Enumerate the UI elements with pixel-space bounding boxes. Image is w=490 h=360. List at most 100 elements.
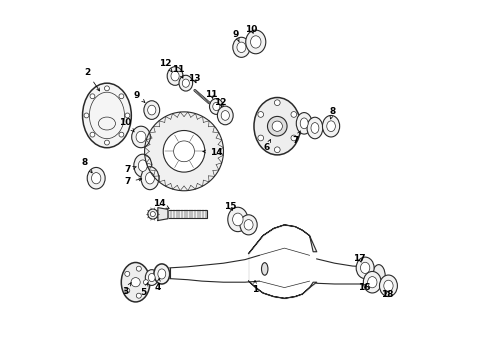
Text: 7: 7 <box>124 177 142 186</box>
Ellipse shape <box>322 116 340 137</box>
Circle shape <box>119 132 124 137</box>
Ellipse shape <box>210 99 223 114</box>
Circle shape <box>145 112 223 191</box>
Ellipse shape <box>307 117 323 139</box>
Ellipse shape <box>182 79 189 87</box>
Text: 9: 9 <box>232 30 239 41</box>
Ellipse shape <box>122 262 150 302</box>
Text: 7: 7 <box>124 166 136 175</box>
Ellipse shape <box>138 160 147 171</box>
Circle shape <box>274 100 280 105</box>
Ellipse shape <box>254 98 300 155</box>
Ellipse shape <box>141 167 159 190</box>
Text: 13: 13 <box>188 75 200 84</box>
Ellipse shape <box>171 71 179 81</box>
Circle shape <box>125 113 130 118</box>
Ellipse shape <box>167 67 183 85</box>
Circle shape <box>274 147 280 153</box>
Ellipse shape <box>132 126 150 148</box>
Ellipse shape <box>218 106 233 125</box>
Ellipse shape <box>87 167 105 189</box>
Text: 11: 11 <box>205 90 218 99</box>
Circle shape <box>148 209 158 219</box>
Ellipse shape <box>372 265 385 288</box>
Text: 4: 4 <box>155 278 161 292</box>
Circle shape <box>84 113 89 118</box>
Ellipse shape <box>136 131 146 143</box>
Ellipse shape <box>158 269 166 279</box>
Text: 7: 7 <box>292 131 300 145</box>
Ellipse shape <box>92 172 101 184</box>
Ellipse shape <box>148 274 155 282</box>
Circle shape <box>119 94 124 99</box>
Ellipse shape <box>245 30 266 54</box>
Ellipse shape <box>82 83 131 148</box>
Circle shape <box>163 131 205 172</box>
Circle shape <box>125 271 130 276</box>
Text: 5: 5 <box>141 283 148 297</box>
Ellipse shape <box>213 102 220 111</box>
Text: 11: 11 <box>172 65 185 78</box>
Ellipse shape <box>146 172 154 184</box>
Text: 9: 9 <box>133 90 145 102</box>
Ellipse shape <box>311 123 319 134</box>
Ellipse shape <box>147 105 156 115</box>
Text: 10: 10 <box>245 25 258 34</box>
Text: 2: 2 <box>84 68 99 91</box>
Circle shape <box>258 112 264 117</box>
Ellipse shape <box>144 101 160 120</box>
Ellipse shape <box>262 263 268 275</box>
Bar <box>168 210 207 219</box>
Circle shape <box>291 112 297 117</box>
Text: 14: 14 <box>153 199 169 208</box>
Circle shape <box>150 212 155 217</box>
Text: 16: 16 <box>358 283 370 292</box>
Circle shape <box>131 278 140 287</box>
Circle shape <box>90 132 95 137</box>
Text: 12: 12 <box>159 59 172 72</box>
Ellipse shape <box>146 270 158 285</box>
Circle shape <box>272 121 282 131</box>
Ellipse shape <box>356 257 374 279</box>
Ellipse shape <box>134 154 152 177</box>
Ellipse shape <box>250 36 261 48</box>
Circle shape <box>104 86 109 91</box>
Text: 8: 8 <box>330 107 336 119</box>
Ellipse shape <box>384 280 393 291</box>
Text: 14: 14 <box>203 148 222 157</box>
Ellipse shape <box>179 75 193 91</box>
Text: 1: 1 <box>252 280 258 294</box>
Circle shape <box>90 94 95 99</box>
Text: 8: 8 <box>81 158 92 173</box>
Circle shape <box>136 293 141 298</box>
Ellipse shape <box>240 215 257 235</box>
Text: 15: 15 <box>224 202 236 211</box>
Ellipse shape <box>364 271 381 293</box>
Circle shape <box>268 116 287 136</box>
Circle shape <box>125 288 130 293</box>
Ellipse shape <box>221 111 229 120</box>
Circle shape <box>258 135 264 141</box>
Ellipse shape <box>379 275 397 297</box>
Circle shape <box>136 266 141 271</box>
Text: 12: 12 <box>214 98 227 107</box>
Circle shape <box>291 135 297 141</box>
Text: 10: 10 <box>120 118 134 132</box>
Ellipse shape <box>368 276 377 288</box>
Ellipse shape <box>300 118 308 129</box>
Ellipse shape <box>154 264 170 284</box>
Circle shape <box>104 140 109 145</box>
Text: 18: 18 <box>382 289 394 298</box>
Text: 6: 6 <box>264 140 270 152</box>
Ellipse shape <box>327 121 335 132</box>
Text: 17: 17 <box>353 255 366 264</box>
Ellipse shape <box>244 220 253 230</box>
Circle shape <box>144 280 148 285</box>
Ellipse shape <box>233 37 250 57</box>
Ellipse shape <box>233 213 243 226</box>
Text: 3: 3 <box>122 282 131 296</box>
Polygon shape <box>158 208 168 221</box>
Ellipse shape <box>228 207 248 231</box>
Ellipse shape <box>237 42 246 53</box>
Ellipse shape <box>361 262 370 274</box>
